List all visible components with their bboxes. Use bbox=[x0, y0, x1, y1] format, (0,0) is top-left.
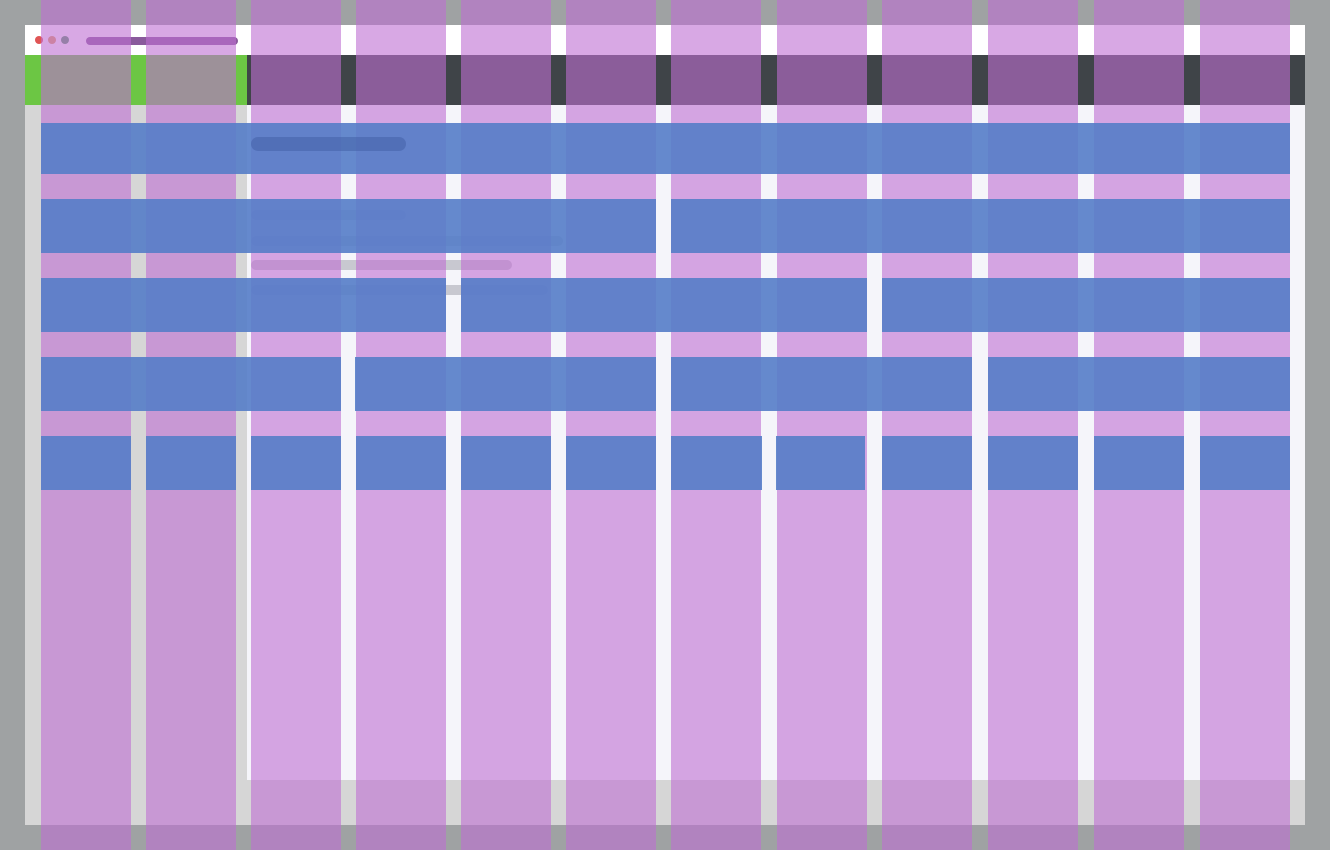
span-3 bbox=[988, 357, 1290, 411]
heading-skeleton bbox=[251, 137, 406, 151]
span-6 bbox=[41, 199, 656, 253]
span-3 bbox=[41, 357, 341, 411]
span-1 bbox=[356, 436, 446, 490]
span-1 bbox=[251, 436, 341, 490]
span-1 bbox=[1200, 436, 1290, 490]
span-4 bbox=[882, 278, 1290, 332]
span-1 bbox=[1094, 436, 1184, 490]
span-1 bbox=[41, 436, 131, 490]
span-1 bbox=[988, 436, 1078, 490]
span-4 bbox=[461, 278, 867, 332]
span-3 bbox=[355, 357, 656, 411]
span-12 bbox=[41, 123, 1290, 174]
span-1 bbox=[671, 436, 762, 490]
title-bar bbox=[25, 25, 1305, 55]
span-1 bbox=[461, 436, 551, 490]
grid-rows bbox=[41, 123, 1290, 490]
span-1 bbox=[776, 436, 865, 490]
span-1 bbox=[566, 436, 656, 490]
span-1 bbox=[882, 436, 972, 490]
span-4 bbox=[41, 278, 446, 332]
span-6 bbox=[671, 199, 1290, 253]
span-1 bbox=[146, 436, 236, 490]
span-3 bbox=[671, 357, 972, 411]
